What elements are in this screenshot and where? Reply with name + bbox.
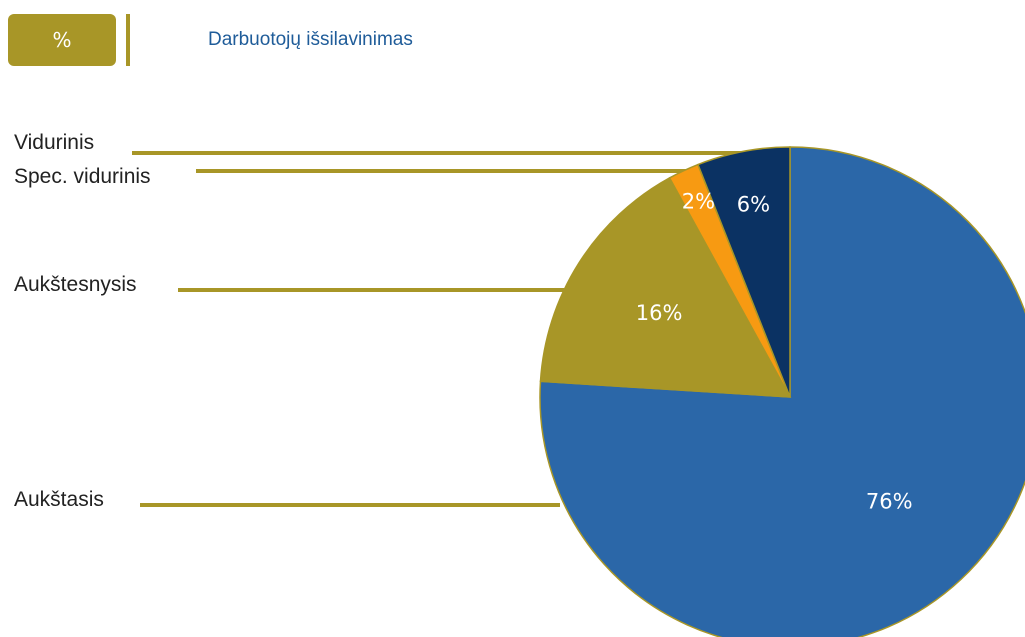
value-label-2: 16%: [636, 301, 683, 325]
pie-slices: [539, 146, 1025, 637]
header-divider: [126, 14, 130, 66]
value-labels: 76% 16% 2% 6%: [636, 189, 913, 513]
category-label-vidurinis: Vidurinis: [14, 131, 95, 154]
chart-title: Darbuotojų išsilavinimas: [208, 29, 413, 50]
category-label-aukstesnysis: Aukštesnysis: [14, 273, 137, 296]
percent-badge: %: [8, 14, 116, 66]
leader-lines: [132, 151, 745, 507]
value-label-4: 6%: [737, 192, 770, 216]
value-label-1: 76%: [866, 490, 913, 514]
percent-badge-text: %: [52, 28, 72, 52]
pie-slice-1: [539, 146, 1025, 637]
category-label-aukstasis: Aukštasis: [14, 488, 104, 511]
category-label-spec-vidurinis: Spec. vidurinis: [14, 165, 151, 188]
pie-slice-2: [539, 176, 792, 398]
pie-slice-4: [696, 146, 791, 398]
value-label-3: 2%: [682, 189, 715, 213]
